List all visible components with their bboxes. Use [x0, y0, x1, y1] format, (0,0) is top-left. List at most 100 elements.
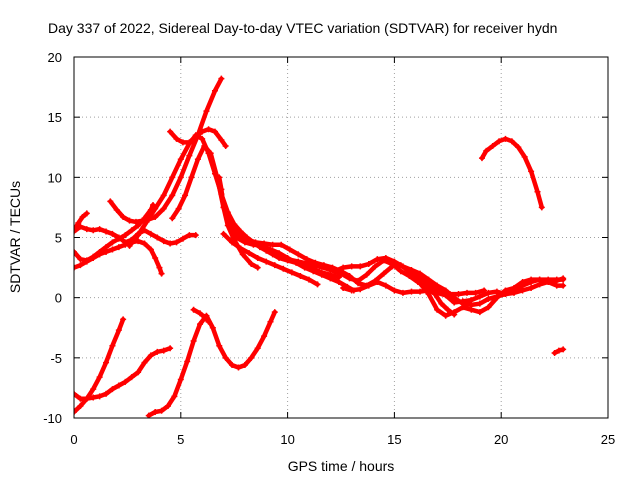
data-point	[438, 300, 445, 307]
data-point	[122, 241, 129, 248]
series-layer	[74, 75, 567, 418]
data-point	[186, 232, 193, 239]
data-point	[464, 289, 471, 296]
tick-label-layer: 0 5 10 15 20 25 -10 -5 0 5 10 15 20	[43, 50, 615, 447]
data-point	[502, 135, 509, 142]
data-point	[109, 246, 116, 253]
data-point	[152, 254, 159, 261]
data-point	[190, 337, 197, 344]
data-point	[340, 264, 347, 271]
data-point	[126, 217, 133, 224]
data-point	[90, 386, 97, 393]
data-point	[226, 222, 233, 229]
data-point	[365, 282, 372, 289]
data-point	[382, 282, 389, 289]
data-point	[278, 241, 285, 248]
tick-layer	[73, 56, 609, 419]
data-point	[143, 218, 150, 225]
data-point	[485, 289, 492, 296]
data-point	[519, 279, 526, 286]
data-point	[96, 393, 103, 400]
y-tick-label: 20	[48, 50, 62, 65]
series-line	[191, 307, 211, 324]
data-point	[160, 238, 167, 245]
data-point	[169, 174, 176, 181]
data-point	[511, 285, 518, 292]
series-track-19	[145, 309, 278, 418]
data-point	[169, 192, 176, 199]
data-point	[425, 276, 432, 283]
data-point	[103, 244, 110, 251]
data-point	[357, 286, 364, 293]
data-point	[184, 358, 191, 365]
data-point	[207, 150, 214, 157]
data-point	[261, 333, 268, 340]
data-point	[271, 262, 278, 269]
series-line	[127, 132, 342, 280]
data-point	[139, 217, 146, 224]
data-point	[553, 276, 560, 283]
y-tick-label: 10	[48, 170, 62, 185]
data-point	[90, 227, 97, 234]
data-point	[434, 306, 441, 313]
data-point	[284, 256, 291, 263]
data-point	[147, 246, 154, 253]
y-tick-label: 15	[48, 110, 62, 125]
data-point	[229, 239, 236, 246]
data-point	[254, 264, 261, 271]
data-point	[160, 205, 167, 212]
data-point	[218, 75, 225, 82]
data-point	[74, 248, 77, 255]
x-tick-label: 0	[70, 432, 77, 447]
data-point	[246, 250, 253, 257]
data-point	[305, 260, 312, 267]
data-point	[177, 174, 184, 181]
data-point	[79, 214, 86, 221]
data-point	[192, 133, 199, 140]
data-point	[216, 174, 223, 181]
series-line	[74, 211, 90, 233]
data-point	[372, 263, 379, 270]
data-point	[551, 350, 558, 357]
x-tick-label: 15	[387, 432, 401, 447]
data-point	[316, 263, 323, 270]
data-point	[406, 273, 413, 280]
data-point	[77, 262, 84, 269]
data-point	[113, 206, 120, 213]
data-point	[382, 254, 389, 261]
series-track-7	[167, 126, 229, 150]
data-point	[555, 347, 562, 354]
data-point	[496, 138, 503, 145]
data-point	[239, 251, 246, 258]
data-point	[267, 318, 274, 325]
x-tick-label: 20	[494, 432, 508, 447]
data-point	[280, 265, 287, 272]
y-axis-title: SDTVAR / TECUs	[7, 181, 23, 293]
data-point	[115, 235, 122, 242]
data-point	[485, 304, 492, 311]
data-point	[77, 402, 84, 409]
data-point	[252, 239, 259, 246]
data-point	[135, 369, 142, 376]
data-point	[160, 192, 167, 199]
data-point	[310, 268, 317, 275]
data-point	[286, 246, 293, 253]
data-point	[205, 318, 212, 325]
data-point	[363, 271, 370, 278]
series-track-18	[74, 345, 174, 402]
data-point	[442, 312, 449, 319]
data-point	[218, 186, 225, 193]
data-point	[231, 221, 238, 228]
data-point	[508, 138, 515, 145]
data-point	[132, 218, 139, 225]
data-point	[502, 287, 509, 294]
data-point	[241, 362, 248, 369]
data-point	[295, 251, 302, 258]
data-point	[171, 393, 178, 400]
data-point	[120, 316, 127, 323]
data-point	[122, 232, 129, 239]
data-point	[179, 139, 186, 146]
series-track-21	[551, 346, 567, 357]
